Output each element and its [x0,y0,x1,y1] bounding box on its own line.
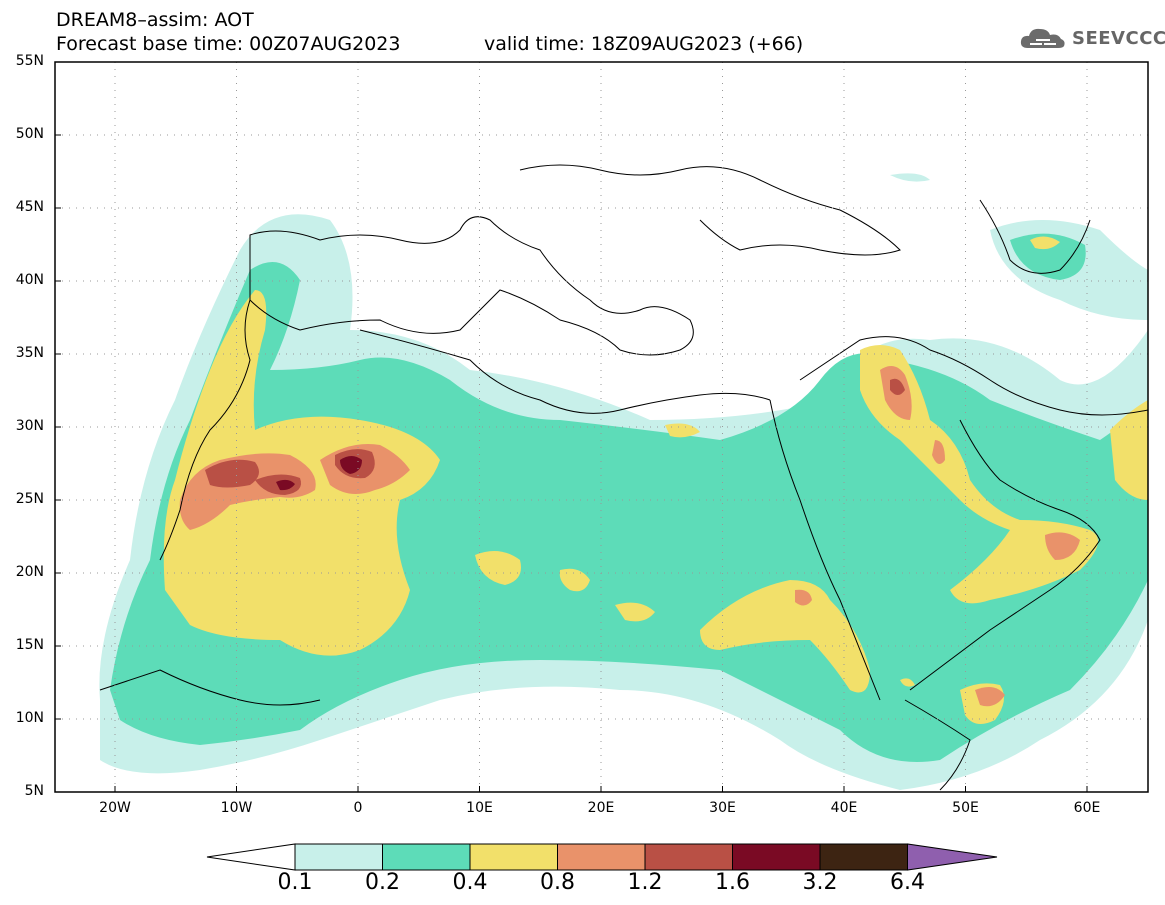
lon-label: 20E [587,800,615,816]
lat-label: 5N [24,783,44,799]
lat-label: 15N [15,637,44,653]
lat-label: 25N [15,491,44,507]
forecast-base-time: Forecast base time: 00Z07AUG2023 [56,33,401,55]
colorbar-segment [382,843,471,871]
colorbar-label: 6.4 [890,870,925,895]
colorbar-label: 0.4 [452,870,488,895]
colorbar-label: 0.1 [277,870,313,895]
lon-label: 10E [466,800,493,816]
lat-label: 40N [15,272,44,288]
seevccc-logo: SEEVCCC [1018,24,1165,52]
colorbar-under-arrow [206,843,296,871]
aot-band-1-6 [276,456,362,491]
lon-label: 40E [830,800,858,816]
lat-label: 55N [15,53,44,69]
logo-text: SEEVCCC [1072,27,1165,49]
lon-label: 10W [220,800,253,816]
colorbar-label: 3.2 [802,870,838,895]
lon-label: 60E [1073,800,1101,816]
colorbar-label: 1.2 [627,870,663,895]
colorbar-segment [294,843,383,871]
coastlines [99,164,1148,791]
cloud-icon [1020,28,1065,48]
lat-label: 10N [15,710,44,726]
colorbar-label: 1.6 [715,870,750,895]
colorbar-segment [819,843,908,871]
lat-label: 45N [15,199,44,215]
aot-colorbar [206,843,998,871]
lat-label: 30N [15,418,44,434]
colorbar-label: 0.2 [365,870,400,895]
valid-time: valid time: 18Z09AUG2023 (+66) [484,33,804,55]
map-title: DREAM8–assim: AOT [56,9,254,31]
colorbar-over-arrow [907,843,998,871]
lat-label: 20N [15,564,44,580]
lon-label: 30E [709,800,736,816]
colorbar-segment [469,843,558,871]
lon-label: 0 [353,800,363,816]
colorbar-label: 0.8 [540,870,575,895]
lon-label: 50E [952,800,979,816]
lon-label: 20W [99,800,131,816]
lat-label: 35N [15,345,44,361]
colorbar-segment [732,843,821,871]
graticule [55,62,1148,792]
lat-label: 50N [15,126,44,142]
colorbar-segment [557,843,646,871]
colorbar-segment [644,843,733,871]
